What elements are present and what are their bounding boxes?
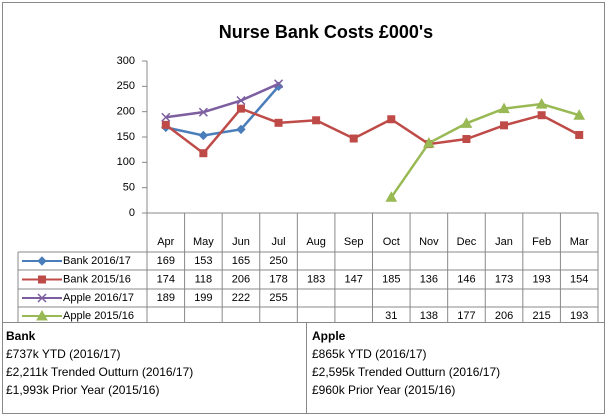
data-point [236, 124, 246, 135]
series-line [165, 107, 580, 155]
table-value: 185 [382, 273, 400, 285]
table-value: 153 [194, 255, 212, 267]
x-tick-label: Sep [344, 236, 364, 248]
data-point [575, 130, 584, 139]
data-point [462, 135, 471, 144]
data-point [385, 191, 398, 202]
table-value: 206 [232, 273, 250, 285]
note-box [2, 322, 307, 414]
table-value: 154 [570, 273, 588, 285]
table-value: 147 [345, 273, 363, 285]
chart-border [2, 2, 605, 323]
data-point [198, 107, 208, 117]
data-point [274, 79, 284, 89]
table-value: 173 [495, 273, 513, 285]
table-value: 215 [532, 310, 550, 322]
table-value: 193 [570, 310, 588, 322]
note-line: £1,993k Prior Year (2015/16) [6, 383, 159, 397]
y-tick-label: 150 [117, 131, 135, 143]
data-point [199, 149, 208, 158]
data-point [198, 130, 209, 141]
x-tick-label: Nov [419, 236, 439, 248]
table-value: 222 [232, 292, 250, 304]
y-tick-label: 0 [129, 207, 135, 219]
data-point [498, 102, 510, 114]
y-tick-label: 300 [117, 55, 135, 67]
note-line: £960k Prior Year (2015/16) [312, 383, 455, 397]
table-value: 189 [157, 292, 175, 304]
data-point [423, 137, 435, 148]
table-value: 199 [194, 292, 212, 304]
y-tick-label: 200 [117, 106, 135, 118]
table-value: 255 [269, 292, 287, 304]
legend-marker [37, 293, 47, 303]
y-tick-label: 100 [117, 156, 135, 168]
note-line: £2,595k Trended Outturn (2016/17) [312, 365, 500, 379]
table-value: 136 [420, 273, 438, 285]
data-point [573, 109, 586, 120]
note-box [306, 322, 605, 414]
data-point [500, 121, 509, 130]
series-line [390, 102, 580, 199]
data-point [236, 95, 246, 106]
note-title: Bank [6, 329, 36, 343]
legend-label: Bank 2015/16 [63, 273, 131, 285]
table-value: 193 [532, 273, 550, 285]
x-tick-label: Oct [383, 236, 400, 248]
note-title: Apple [312, 329, 346, 343]
x-tick-label: Mar [570, 236, 589, 248]
table-value: 146 [457, 273, 475, 285]
data-point [537, 111, 546, 120]
x-tick-label: Jun [232, 236, 250, 248]
table-value: 206 [495, 310, 513, 322]
x-tick-label: Jul [272, 236, 286, 248]
data-point [387, 115, 396, 124]
x-tick-label: Jan [495, 236, 513, 248]
chart-title: Nurse Bank Costs £000's [219, 22, 433, 42]
table-value: 165 [232, 255, 250, 267]
note-line: £2,211k Trended Outturn (2016/17) [6, 365, 193, 379]
data-point [236, 104, 245, 113]
table-value: 169 [157, 255, 175, 267]
legend-label: Bank 2016/17 [63, 255, 131, 267]
x-tick-label: Feb [532, 236, 551, 248]
data-point [535, 98, 548, 109]
y-tick-label: 250 [117, 80, 135, 92]
x-tick-label: Dec [457, 236, 477, 248]
x-tick-label: Aug [306, 236, 326, 248]
data-point [460, 117, 473, 128]
data-point [349, 134, 358, 143]
legend-label: Apple 2015/16 [63, 310, 134, 322]
note-line: £865k YTD (2016/17) [312, 347, 427, 361]
legend-label: Apple 2016/17 [63, 292, 134, 304]
data-point [274, 118, 283, 127]
table-value: 177 [457, 310, 475, 322]
table-value: 138 [420, 310, 438, 322]
legend-marker [37, 256, 47, 266]
table-value: 31 [385, 310, 397, 322]
legend-marker [36, 309, 48, 321]
series-line [165, 82, 280, 119]
x-tick-label: Apr [157, 236, 174, 248]
note-line: £737k YTD (2016/17) [6, 347, 121, 361]
table-value: 118 [195, 273, 213, 285]
table-value: 250 [269, 255, 287, 267]
y-tick-label: 50 [123, 182, 135, 194]
table-value: 183 [307, 273, 325, 285]
table-value: 174 [157, 273, 175, 285]
data-point [161, 112, 171, 122]
data-point [161, 120, 170, 129]
table-value: 178 [269, 273, 287, 285]
legend-marker [38, 275, 46, 284]
x-tick-label: May [193, 236, 214, 248]
data-point [312, 116, 321, 125]
